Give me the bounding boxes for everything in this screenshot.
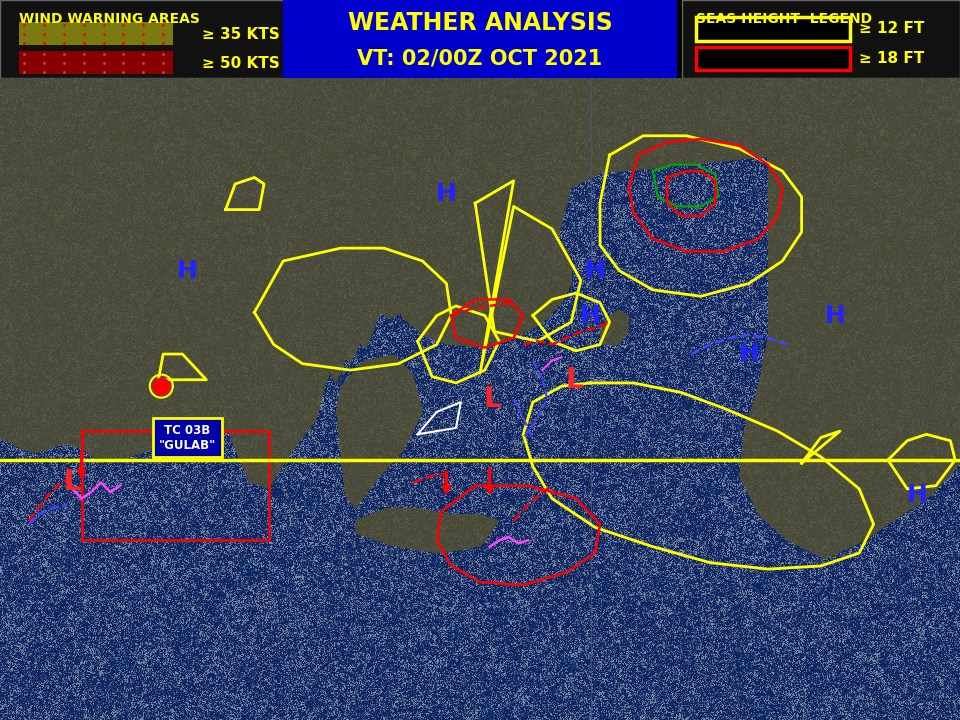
Text: H: H xyxy=(906,483,927,508)
Text: H: H xyxy=(580,304,601,328)
Text: H: H xyxy=(177,258,198,282)
Text: H: H xyxy=(825,304,846,328)
Bar xyxy=(696,17,850,40)
Text: L: L xyxy=(63,469,81,497)
Text: WEATHER ANALYSIS: WEATHER ANALYSIS xyxy=(348,12,612,35)
Bar xyxy=(19,22,173,45)
Text: ≥ 12 FT: ≥ 12 FT xyxy=(859,22,924,36)
Bar xyxy=(283,0,677,78)
Text: L: L xyxy=(484,385,501,413)
Text: H: H xyxy=(738,342,759,366)
Text: ≥ 18 FT: ≥ 18 FT xyxy=(859,51,924,66)
Text: SEAS HEIGHT  LEGEND: SEAS HEIGHT LEGEND xyxy=(696,12,872,26)
Bar xyxy=(19,50,173,74)
Text: L: L xyxy=(565,366,583,394)
Bar xyxy=(682,0,960,78)
Text: ≥ 50 KTS: ≥ 50 KTS xyxy=(202,55,279,71)
Bar xyxy=(696,47,850,71)
Text: WIND WARNING AREAS: WIND WARNING AREAS xyxy=(19,12,200,26)
Text: VT: 02/00Z OCT 2021: VT: 02/00Z OCT 2021 xyxy=(357,48,603,68)
Text: H: H xyxy=(585,258,606,282)
Text: TC 03B
"GULAB": TC 03B "GULAB" xyxy=(158,423,216,451)
Text: ≥ 35 KTS: ≥ 35 KTS xyxy=(202,27,279,42)
Bar xyxy=(0,0,288,78)
Text: H: H xyxy=(436,181,457,205)
